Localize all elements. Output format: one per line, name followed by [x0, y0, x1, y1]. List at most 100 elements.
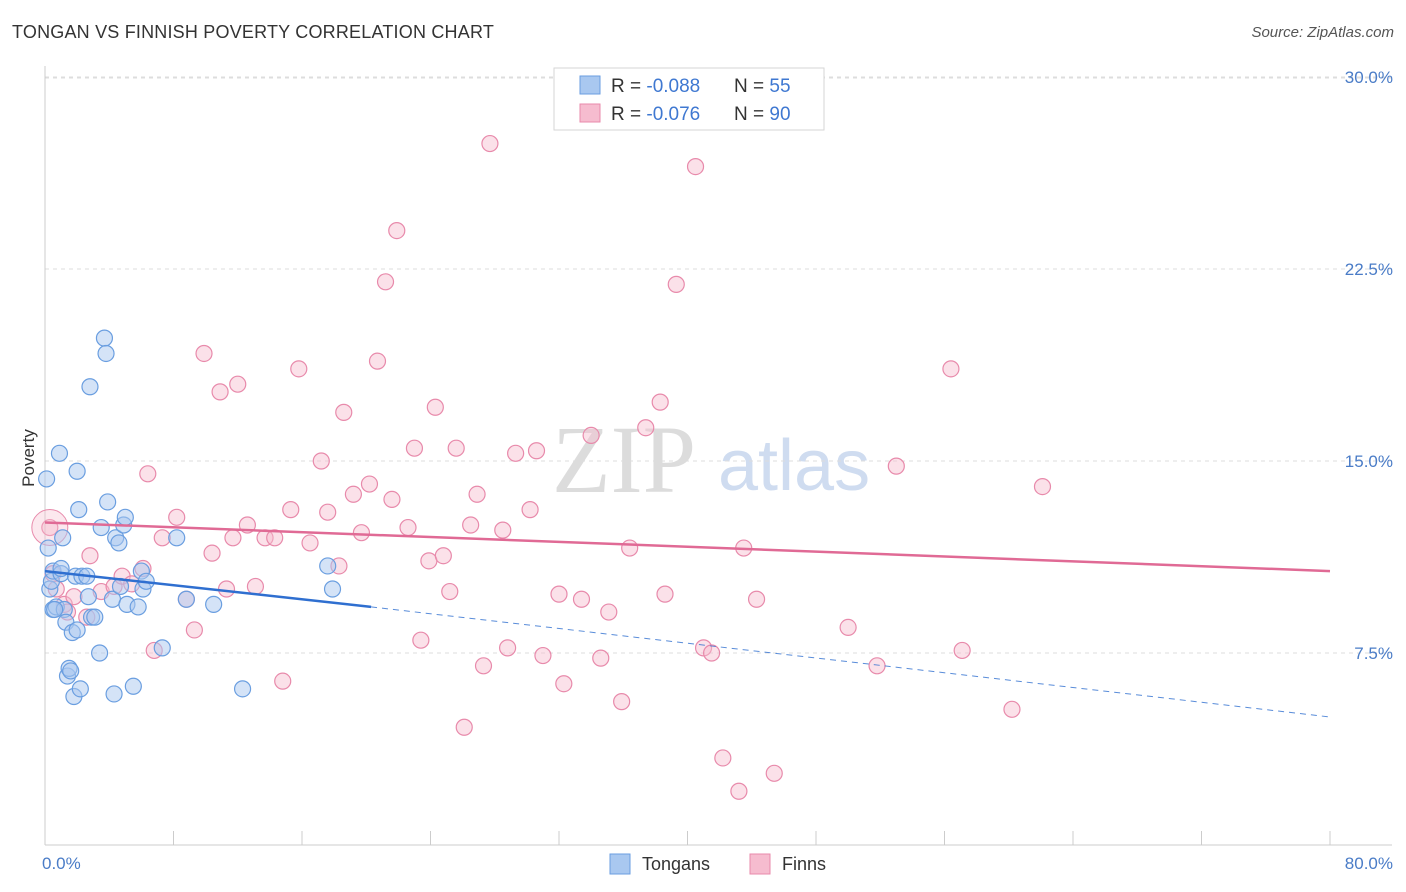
- tongans-point: [110, 534, 128, 552]
- finns-point: [246, 577, 265, 596]
- tongans-point: [54, 529, 72, 547]
- svg-text:R = -0.088: R = -0.088: [611, 76, 700, 97]
- legend-r-label: R =: [611, 104, 646, 125]
- finns-point: [360, 475, 379, 493]
- finns-points: [31, 134, 1052, 800]
- finns-point: [168, 508, 186, 526]
- watermark-atlas: atlas: [718, 426, 870, 506]
- tongans-point: [92, 518, 110, 537]
- tongans-points: [38, 329, 342, 706]
- svg-text:N = 55: N = 55: [734, 76, 791, 97]
- legend-r-label: R =: [611, 76, 646, 97]
- legend-n-value-finns: 90: [769, 104, 790, 125]
- y-tick-label: 15.0%: [1345, 452, 1393, 471]
- finns-point: [224, 529, 242, 547]
- finns-point: [765, 764, 783, 782]
- tongans-point: [91, 644, 109, 662]
- finns-point: [621, 539, 639, 557]
- y-axis-title: Poverty: [19, 429, 38, 487]
- finns-point: [211, 383, 229, 401]
- tongans-point: [99, 493, 117, 511]
- finns-point: [953, 641, 971, 660]
- legend-box: R = -0.088 N = 55 R = -0.076 N = 90: [553, 67, 825, 131]
- trend-lines: [44, 521, 1331, 718]
- finns-point: [637, 419, 655, 437]
- legend-n-value-tongans: 55: [769, 76, 790, 97]
- tick-labels: 7.5% 15.0% 22.5% 30.0% 0.0% 80.0%: [42, 68, 1393, 873]
- finns-point: [229, 375, 247, 393]
- finns-point: [426, 398, 444, 416]
- finns-point: [139, 465, 157, 483]
- finns-point: [534, 646, 552, 665]
- tongans-point: [168, 529, 186, 547]
- finns-trend-line: [44, 521, 1331, 573]
- svg-text:N = 90: N = 90: [734, 104, 791, 125]
- finns-point: [352, 524, 371, 542]
- finns-point: [507, 444, 525, 462]
- bottom-legend-tongans-swatch: [609, 853, 631, 875]
- axes: [44, 66, 1392, 846]
- chart-source: Source: ZipAtlas.com: [1251, 24, 1394, 41]
- finns-point: [474, 657, 493, 675]
- tongans-point: [124, 677, 142, 695]
- finns-point: [301, 534, 319, 552]
- finns-point: [441, 582, 459, 601]
- tongans-point: [153, 639, 171, 657]
- finns-point: [839, 618, 857, 637]
- finns-point: [388, 222, 406, 240]
- finns-point: [747, 590, 766, 608]
- finns-point: [686, 158, 705, 176]
- finns-point: [376, 273, 395, 291]
- bottom-legend-finns-label: Finns: [782, 854, 826, 874]
- finns-point: [651, 393, 669, 411]
- legend-n-label: N =: [734, 104, 769, 125]
- finns-point: [290, 360, 308, 378]
- finns-point: [153, 529, 171, 547]
- finns-point: [217, 580, 236, 598]
- finns-point: [494, 521, 512, 539]
- finns-point: [887, 457, 905, 475]
- tongans-point: [319, 557, 337, 575]
- finns-point: [81, 547, 99, 565]
- finns-point: [274, 672, 292, 690]
- bottom-legend: Tongans Finns: [609, 853, 826, 875]
- finns-point: [412, 631, 430, 649]
- x-tick-label: 80.0%: [1345, 854, 1393, 873]
- finns-point: [185, 621, 203, 639]
- finns-point: [555, 675, 573, 693]
- finns-point: [383, 490, 401, 508]
- finns-point: [868, 657, 886, 675]
- tongans-point: [129, 598, 147, 616]
- tongans-point: [177, 590, 195, 608]
- tongans-point: [38, 470, 56, 488]
- finns-point: [434, 547, 452, 565]
- y-tick-label: 7.5%: [1354, 644, 1393, 663]
- legend-tongans-swatch: [579, 75, 601, 95]
- tongans-point: [46, 600, 64, 619]
- legend-n-label: N =: [734, 76, 769, 97]
- finns-point: [312, 452, 330, 470]
- chart-title: TONGAN VS FINNISH POVERTY CORRELATION CH…: [12, 22, 495, 42]
- legend-r-value-finns: -0.076: [646, 104, 700, 125]
- legend-finns-swatch: [579, 103, 601, 123]
- finns-point: [468, 485, 486, 503]
- finns-point: [203, 544, 221, 562]
- tongans-point: [81, 378, 99, 396]
- finns-point: [521, 501, 539, 519]
- finns-point: [420, 552, 438, 570]
- finns-point: [1033, 478, 1052, 496]
- svg-text:R = -0.076: R = -0.076: [611, 104, 700, 125]
- tongans-point: [68, 462, 86, 480]
- finns-point: [942, 360, 960, 378]
- tongans-trend-line: [44, 569, 372, 609]
- finns-point: [405, 439, 424, 457]
- tongans-point: [70, 501, 88, 519]
- finns-point: [656, 585, 674, 603]
- tongans-point: [323, 580, 342, 598]
- finns-point: [592, 649, 610, 667]
- tongans-point: [233, 680, 252, 698]
- tongans-trend-extension: [371, 606, 1331, 718]
- finns-point: [447, 439, 465, 457]
- finns-point: [527, 442, 546, 460]
